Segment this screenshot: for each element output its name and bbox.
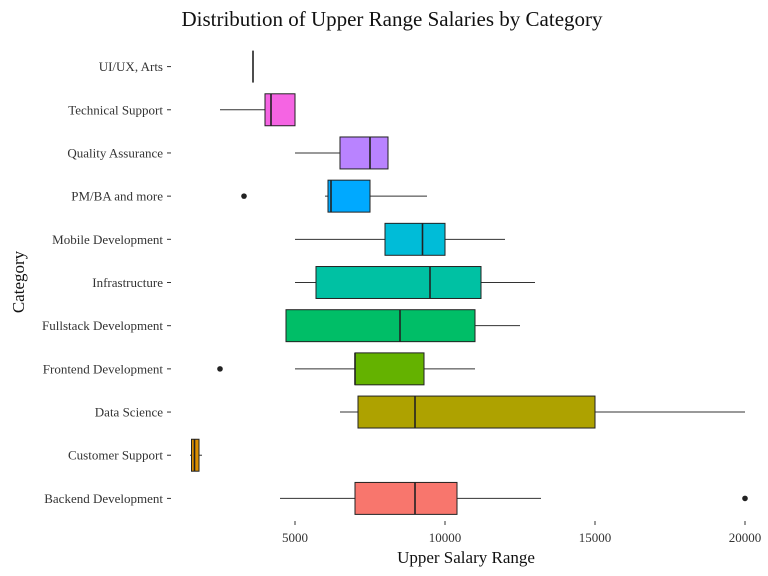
outlier-point (217, 366, 223, 372)
y-tick-label: Infrastructure (92, 275, 163, 290)
y-axis-title: Category (9, 250, 28, 313)
x-tick-label: 10000 (429, 530, 462, 545)
y-tick-label: Customer Support (68, 448, 163, 463)
y-tick-label: Mobile Development (52, 232, 163, 247)
outlier-point (241, 193, 247, 199)
y-tick-label: UI/UX, Arts (99, 59, 163, 74)
y-tick-label: Frontend Development (43, 361, 164, 376)
box (285, 309, 476, 343)
box (354, 481, 458, 515)
x-tick-label: 20000 (729, 530, 762, 545)
y-tick-label: Fullstack Development (42, 318, 163, 333)
y-tick-label: Data Science (95, 405, 163, 420)
box (315, 266, 482, 299)
x-tick-label: 15000 (579, 530, 612, 545)
box (327, 179, 371, 213)
x-tick-label: 5000 (282, 530, 308, 545)
box (384, 222, 446, 256)
chart-title: Distribution of Upper Range Salaries by … (181, 7, 603, 31)
y-tick-label: Quality Assurance (67, 145, 163, 160)
outlier-point (742, 495, 748, 502)
x-axis-title: Upper Salary Range (397, 548, 535, 567)
box (357, 395, 596, 429)
box (354, 352, 425, 386)
box (264, 93, 296, 127)
plot-area: 5000 10000 15000 20000 UI/UX, Arts Technical … (42, 50, 762, 545)
box (339, 136, 389, 170)
y-tick-label: PM/BA and more (71, 189, 163, 204)
y-tick-label: Backend Development (44, 491, 163, 506)
y-tick-label: Technical Support (68, 102, 163, 117)
